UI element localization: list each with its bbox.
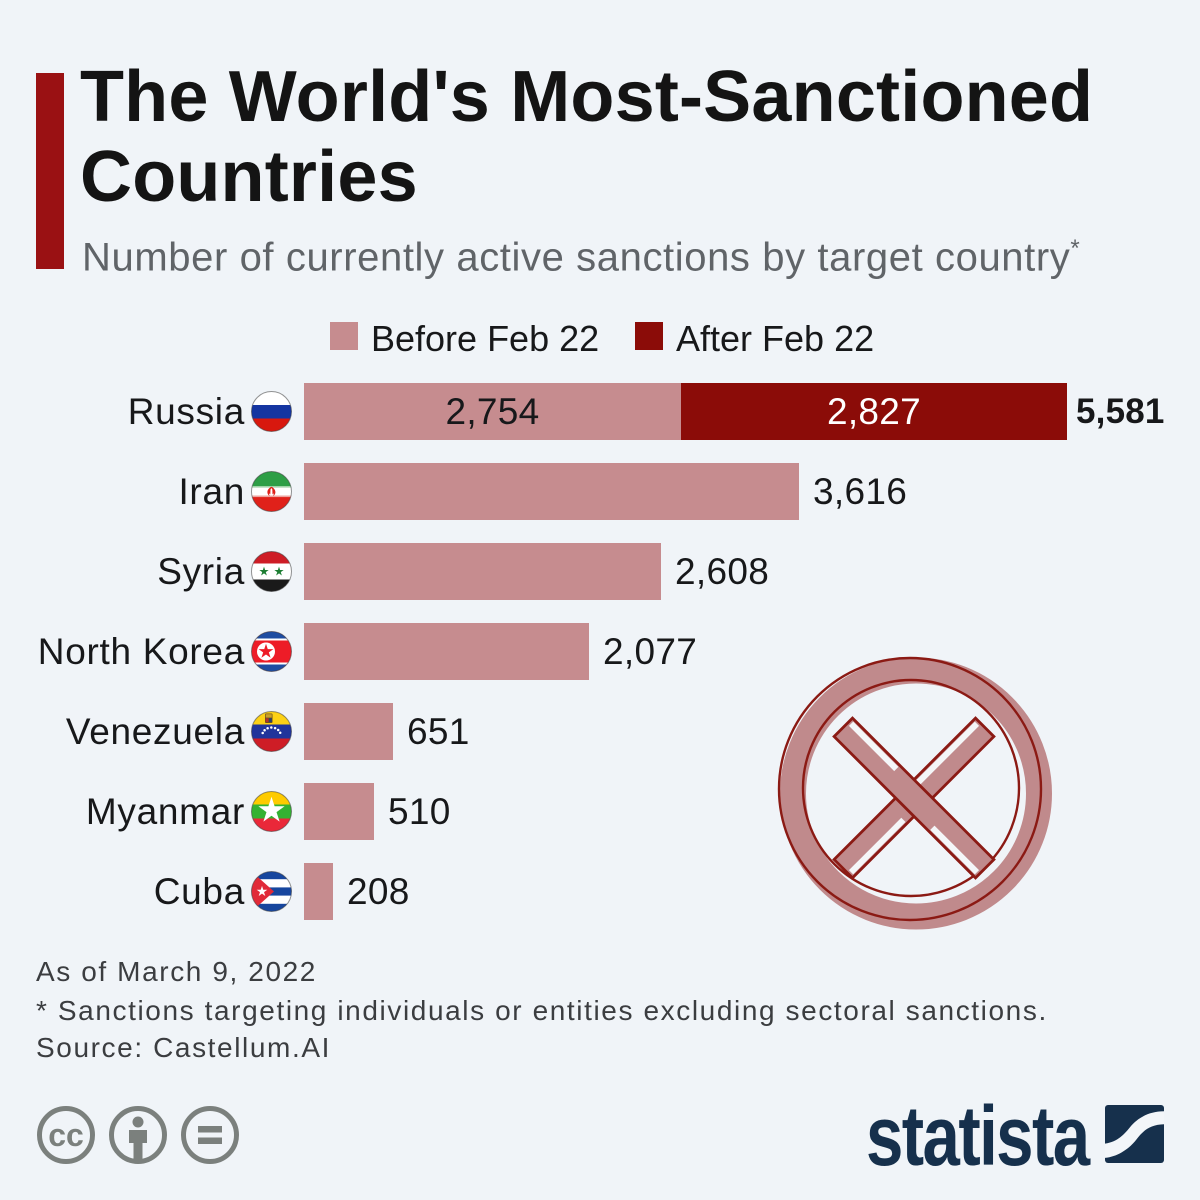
- svg-text:cc: cc: [48, 1117, 84, 1153]
